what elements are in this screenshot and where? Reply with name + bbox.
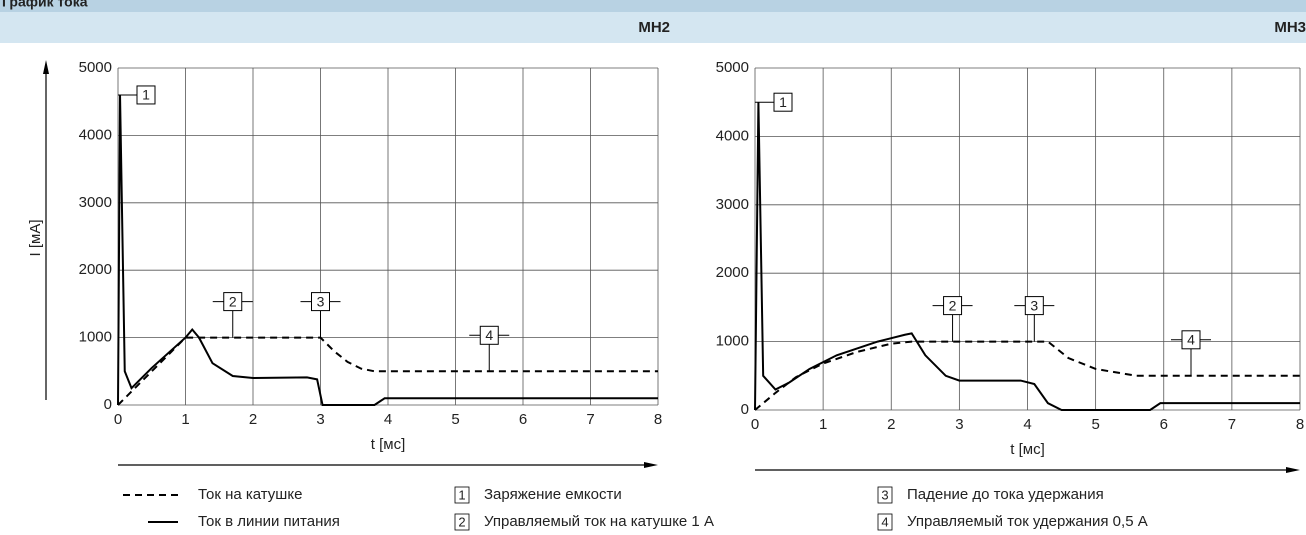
header-title: График тока — [2, 0, 88, 10]
note-box — [877, 513, 893, 531]
x-tick-label: 5 — [1091, 416, 1099, 433]
y-tick-label: 2000 — [716, 264, 749, 281]
y-tick-label: 1000 — [79, 329, 112, 346]
y-tick-label: 4000 — [716, 127, 749, 144]
y-tick-label: 5000 — [79, 59, 112, 76]
series-line — [754, 102, 1300, 411]
y-axis-label: I [мA] — [27, 220, 44, 257]
annotation-box — [773, 92, 793, 112]
x-tick-label: 3 — [955, 416, 963, 433]
note-box — [454, 486, 470, 504]
y-tick-label: 0 — [741, 401, 749, 418]
x-tick-label: 5 — [451, 411, 459, 428]
x-tick-label: 0 — [751, 416, 759, 433]
x-axis-label: t [мс] — [1010, 441, 1044, 458]
x-axis-label: t [мс] — [371, 436, 405, 453]
arrow-head — [644, 462, 658, 468]
annotation-box — [223, 292, 243, 312]
note-text: Управляемый ток удержания 0,5 А — [907, 513, 1148, 530]
x-tick-label: 1 — [819, 416, 827, 433]
series-line — [117, 94, 658, 406]
legend-label: Ток на катушке — [198, 486, 302, 503]
series-line — [117, 336, 658, 406]
annotation-box — [136, 85, 156, 105]
x-tick-label: 8 — [654, 411, 662, 428]
title-band — [0, 12, 1306, 43]
annotation-label: 4 — [485, 327, 493, 343]
x-tick-label: 8 — [1296, 416, 1304, 433]
note-number: 2 — [458, 514, 465, 529]
y-tick-label: 2000 — [79, 261, 112, 278]
annotation-box — [943, 296, 963, 316]
note-text: Управляемый ток на катушке 1 А — [484, 513, 714, 530]
note-number: 4 — [881, 514, 888, 529]
x-tick-label: 0 — [114, 411, 122, 428]
x-tick-label: 2 — [249, 411, 257, 428]
annotation-label: 1 — [142, 87, 150, 103]
x-tick-label: 6 — [1160, 416, 1168, 433]
y-tick-label: 5000 — [716, 59, 749, 76]
x-tick-label: 4 — [1023, 416, 1031, 433]
note-text: Падение до тока удержания — [907, 486, 1104, 503]
x-tick-label: 1 — [181, 411, 189, 428]
note-text: Заряжение емкости — [484, 486, 622, 503]
x-tick-label: 3 — [316, 411, 324, 428]
x-tick-label: 4 — [384, 411, 392, 428]
y-tick-label: 4000 — [79, 126, 112, 143]
y-tick-label: 0 — [104, 396, 112, 413]
annotation-label: 3 — [317, 293, 325, 309]
x-tick-label: 2 — [887, 416, 895, 433]
annotation-box — [311, 292, 330, 312]
x-tick-label: 7 — [1228, 416, 1236, 433]
header-strip — [0, 0, 1306, 12]
annotation-label: 1 — [779, 94, 787, 110]
annotation-box — [1181, 330, 1201, 350]
x-tick-label: 6 — [519, 411, 527, 428]
legend-label: Ток в линии питания — [198, 513, 340, 530]
chart-title: МН2 — [638, 19, 670, 36]
annotation-label: 2 — [229, 293, 237, 309]
y-tick-label: 3000 — [716, 196, 749, 213]
x-tick-label: 7 — [586, 411, 594, 428]
annotation-label: 4 — [1187, 332, 1195, 348]
arrow-head — [43, 60, 49, 74]
note-box — [877, 486, 893, 504]
y-tick-label: 3000 — [79, 194, 112, 211]
note-box — [454, 513, 470, 531]
annotation-box — [1024, 296, 1044, 316]
annotation-label: 3 — [1030, 297, 1038, 313]
note-number: 3 — [881, 487, 888, 502]
arrow-head — [1286, 467, 1300, 473]
chart-title: МН3 — [1274, 19, 1306, 36]
note-number: 1 — [458, 487, 465, 502]
y-tick-label: 1000 — [716, 333, 749, 350]
annotation-label: 2 — [949, 297, 957, 313]
annotation-box — [479, 325, 499, 345]
